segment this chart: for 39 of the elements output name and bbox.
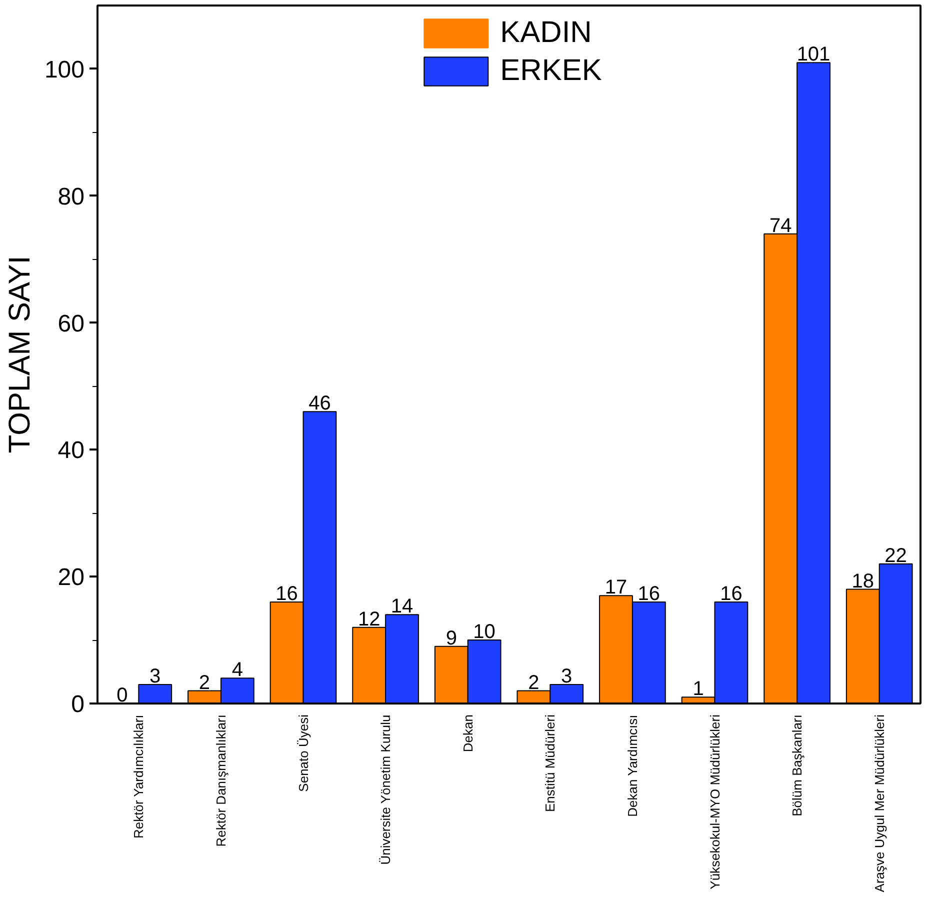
data-label: 22: [884, 544, 907, 567]
data-label: 14: [390, 596, 414, 618]
y-tick-label: 20: [58, 564, 85, 592]
x-tick-label: Rektör Yardımcılıkları: [131, 714, 146, 839]
x-tick-label: Üniversite Yönetim Kurulu: [378, 714, 394, 865]
y-tick-label: 100: [44, 56, 85, 84]
data-label: 4: [232, 659, 243, 682]
x-tick-label: Bölüm Başkanları: [790, 714, 805, 816]
y-tick-label: 60: [58, 310, 85, 338]
data-label: 2: [528, 672, 540, 694]
x-tick-label: Enstitü Müdürleri: [542, 714, 558, 812]
data-label: 17: [604, 576, 628, 599]
legend-label: ERKEK: [500, 54, 602, 88]
data-label: 74: [769, 214, 792, 237]
x-tick-label: Rektör Danışmanlıkları: [213, 714, 228, 847]
data-label: 12: [358, 608, 380, 630]
y-tick-label: 40: [58, 437, 85, 464]
y-tick-label: 80: [58, 183, 85, 210]
legend-label: KADIN: [500, 16, 592, 50]
data-label: 18: [852, 570, 874, 592]
y-tick-label: 0: [71, 691, 85, 718]
data-label: 3: [150, 665, 161, 688]
x-tick-label: Dekan Yardımcısı: [624, 714, 640, 817]
data-label: 10: [473, 621, 496, 644]
data-label: 9: [446, 627, 457, 650]
data-label: 1: [692, 678, 704, 700]
data-label: 2: [198, 672, 210, 694]
x-tick-label: Araşve Uygul Mer Müdürlükleri: [872, 714, 887, 892]
x-tick-label: Dekan: [460, 714, 476, 752]
data-label: 3: [561, 665, 572, 688]
data-label: 16: [638, 582, 660, 605]
data-label: 46: [308, 392, 331, 415]
x-tick-label: Yüksekokul-MYO Müdürlükleri: [707, 714, 722, 890]
data-label: 101: [796, 44, 830, 66]
data-label: 0: [116, 684, 128, 706]
x-tick-label: Senato Üyesi: [296, 714, 311, 792]
y-axis-title: TOPLAM SAYI: [3, 256, 36, 454]
data-label: 16: [720, 582, 742, 605]
data-label: 16: [276, 582, 298, 605]
